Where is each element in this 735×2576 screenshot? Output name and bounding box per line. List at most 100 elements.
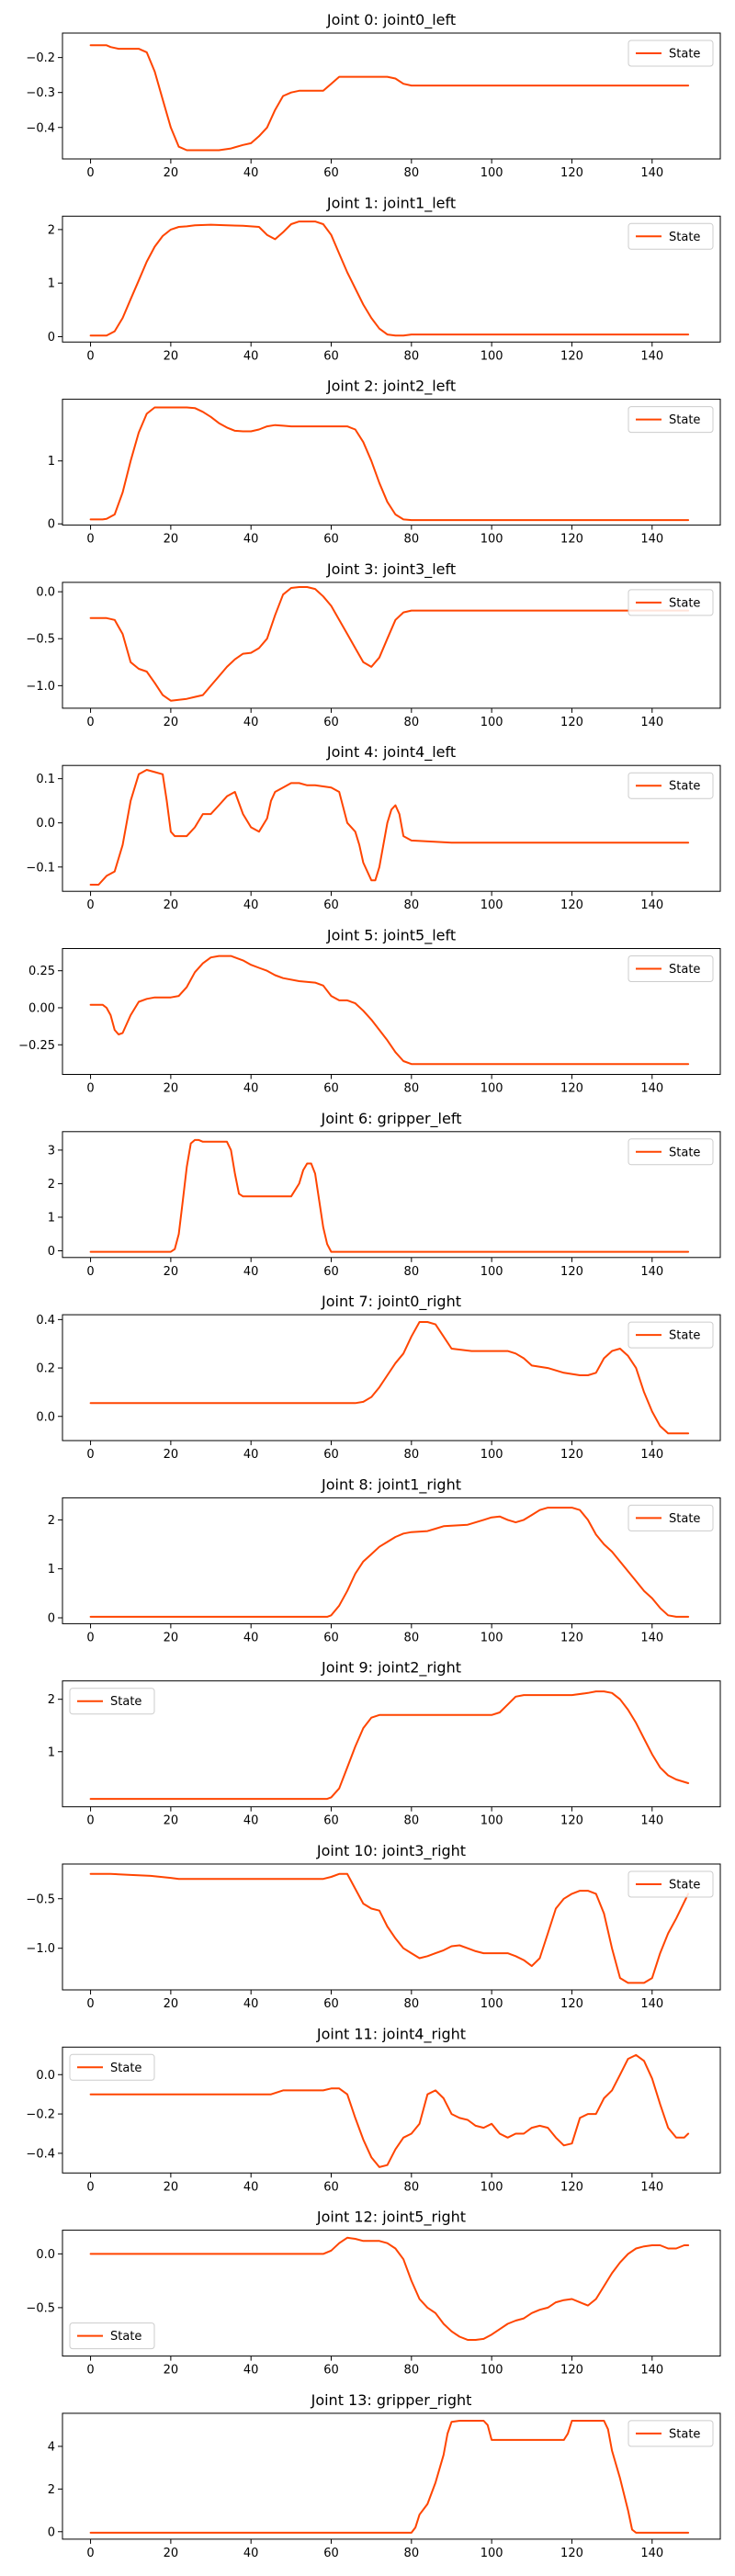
y-tick-label: −0.2 [26,51,55,65]
axes-frame [62,32,721,160]
y-tick-label: 2 [48,1178,55,1192]
x-tick-label: 80 [404,533,420,547]
x-tick-label: 0 [86,533,94,547]
legend: State [628,406,714,434]
y-tick-label: 2 [48,2483,55,2497]
axes-frame [62,764,721,892]
x-tick-label: 120 [560,1448,583,1462]
x-tick-label: 0 [86,716,94,729]
x-tick-label: 120 [560,2180,583,2194]
axes-frame [62,215,721,343]
axes-frame [62,1131,721,1259]
axes-frame [62,1314,721,1441]
legend-box [628,406,714,434]
x-tick-label: 80 [404,2547,420,2560]
subplot-title: Joint 1: joint1_left [326,194,456,212]
x-tick-label: 80 [404,1631,420,1644]
x-tick-label: 120 [560,1082,583,1096]
axes-frame [62,582,721,709]
x-tick-label: 0 [86,166,94,180]
x-tick-label: 100 [481,1082,503,1096]
legend-box [69,2322,155,2350]
legend: State [628,222,714,250]
series-line-state [89,2236,690,2341]
x-tick-label: 100 [481,1814,503,1828]
legend: State [628,2420,714,2447]
x-tick-label: 100 [481,898,503,912]
x-tick-label: 100 [481,2180,503,2194]
y-tick-label: 0.0 [36,586,55,600]
y-tick-label: 0.1 [36,773,55,786]
x-tick-label: 40 [243,1448,259,1462]
x-tick-label: 80 [404,1082,420,1096]
x-tick-label: 20 [164,1631,179,1644]
x-tick-label: 0 [86,1265,94,1279]
x-tick-label: 140 [640,1997,663,2011]
subplot-title: Joint 12: joint5_right [316,2209,466,2227]
legend-label: State [669,2427,700,2441]
y-tick-label: 0.0 [36,2248,55,2262]
legend: State [628,772,714,799]
x-tick-label: 80 [404,349,420,363]
series-line-state [89,406,690,522]
y-tick-label: 1 [48,455,55,469]
subplot-4: Joint 4: joint4_left 0 20 40 60 80 100 120 140 0.… [26,743,721,912]
subplot-10: Joint 10: joint3_right 0 20 40 60 80 100 120 140… [26,1842,721,2011]
subplot-title: Joint 2: joint2_left [326,378,456,396]
y-tick-label: 2 [48,223,55,237]
x-tick-label: 20 [164,349,179,363]
legend-label: State [669,780,700,794]
y-tick-label: −0.5 [26,633,55,647]
x-tick-label: 80 [404,1997,420,2011]
x-tick-label: 40 [243,1265,259,1279]
x-tick-label: 140 [640,349,663,363]
axes-frame [62,1863,721,1991]
series-line-state [89,2420,690,2534]
series-line-state [89,955,690,1066]
x-tick-label: 20 [164,1265,179,1279]
x-tick-label: 80 [404,1448,420,1462]
x-tick-label: 0 [86,1814,94,1828]
legend-box [628,1504,714,1531]
legend: State [69,2322,155,2350]
axes-frame [62,1497,721,1624]
subplot-0: Joint 0: joint0_left 0 20 40 60 80 100 120 140 −0… [26,11,721,180]
legend: State [628,1504,714,1531]
legend: State [628,589,714,616]
subplot-title: Joint 3: joint3_left [326,560,456,579]
y-tick-label: −0.3 [26,86,55,100]
x-tick-label: 120 [560,1997,583,2011]
x-tick-label: 120 [560,898,583,912]
y-tick-label: 1 [48,1563,55,1576]
x-tick-label: 40 [243,1814,259,1828]
x-tick-label: 140 [640,1082,663,1096]
x-tick-label: 120 [560,1631,583,1644]
x-tick-label: 120 [560,349,583,363]
y-tick-label: −0.4 [26,121,55,135]
y-tick-label: −0.5 [26,2301,55,2315]
axes-frame [62,2230,721,2357]
legend-box [628,955,714,982]
x-tick-label: 20 [164,533,179,547]
x-tick-label: 60 [323,2180,339,2194]
x-tick-label: 120 [560,533,583,547]
legend-label: State [110,2330,141,2344]
y-tick-label: 0 [48,331,55,345]
x-tick-label: 20 [164,2180,179,2194]
x-tick-label: 40 [243,898,259,912]
subplot-title: Joint 4: joint4_left [326,743,456,762]
x-tick-label: 140 [640,1631,663,1644]
legend: State [628,1138,714,1166]
x-tick-label: 60 [323,1631,339,1644]
y-tick-label: 0.2 [36,1362,55,1376]
subplot-1: Joint 1: joint1_left 0 20 40 60 80 100 120 140 2 1… [48,194,721,363]
legend-label: State [669,1512,700,1526]
x-tick-label: 100 [481,1631,503,1644]
y-tick-label: −0.2 [26,2108,55,2122]
y-tick-label: 0 [48,1245,55,1259]
x-tick-label: 140 [640,716,663,729]
x-tick-label: 40 [243,2180,259,2194]
series-line-state [89,1507,690,1618]
